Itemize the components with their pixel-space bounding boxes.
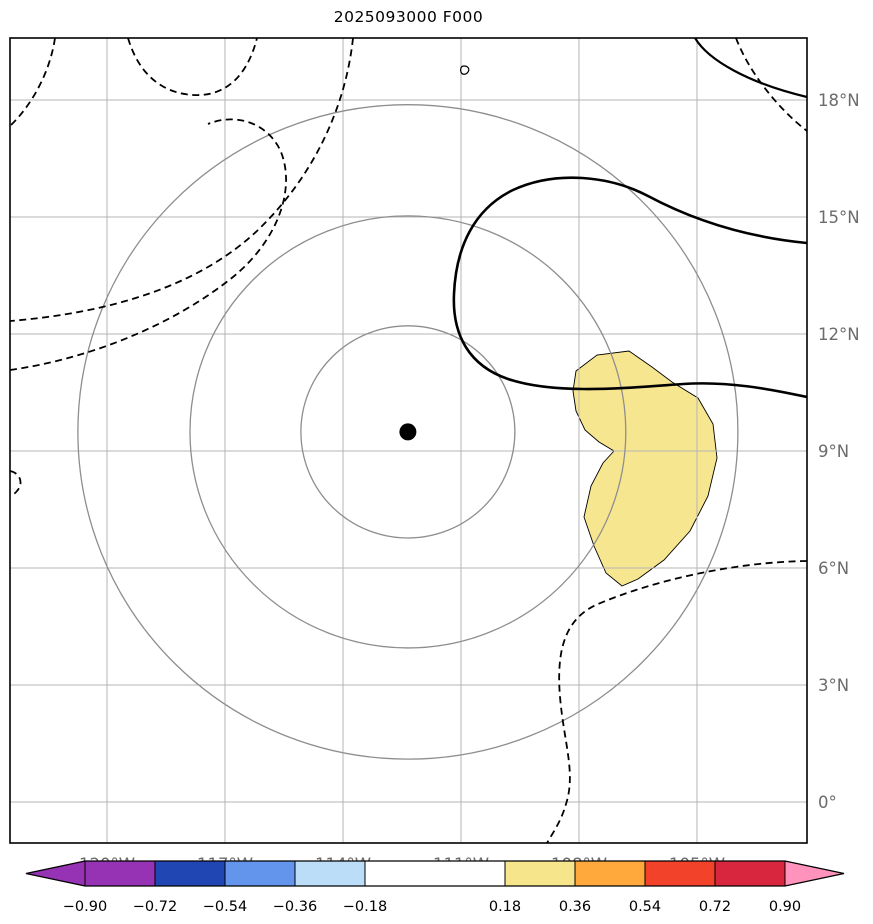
colorbar-left-arrow <box>26 861 85 886</box>
chart-title: 2025093000 F000 <box>333 8 484 26</box>
colorbar-tick-label: −0.36 <box>273 899 317 915</box>
colorbar-tick-label: 0.54 <box>629 899 661 915</box>
colorbar-outline <box>25 860 845 887</box>
dashed-contour-line <box>127 38 258 96</box>
shaded-contour-region <box>572 350 718 587</box>
colorbar-tick-label: 0.18 <box>489 899 521 915</box>
range-ring <box>77 104 739 760</box>
colorbar-segment <box>645 861 715 886</box>
colorbar-tick-label: 0.72 <box>699 899 731 915</box>
latitude-tick-label: 0° <box>818 793 837 812</box>
solid-contour-line <box>460 65 470 75</box>
storm-center-marker <box>399 423 417 441</box>
colorbar-tick-label: −0.18 <box>343 899 387 915</box>
colorbar-tick-label: −0.90 <box>63 899 107 915</box>
dashed-contour-line <box>735 38 807 132</box>
latitude-tick-label: 15°N <box>818 208 860 227</box>
latitude-tick-label: 6°N <box>818 559 849 578</box>
latitude-tick-label: 12°N <box>818 325 860 344</box>
dashed-contour-line <box>10 470 22 496</box>
colorbar-right-arrow <box>785 861 844 886</box>
colorbar-segment <box>295 861 365 886</box>
latitude-tick-label: 9°N <box>818 442 849 461</box>
range-ring <box>300 325 516 539</box>
dashed-contour-line <box>10 118 287 371</box>
colorbar-tick-label: 0.36 <box>559 899 591 915</box>
colorbar-segment <box>85 861 155 886</box>
colorbar-tick-label: −0.54 <box>203 899 247 915</box>
colorbar-segment <box>225 861 295 886</box>
map-layers <box>10 38 807 843</box>
colorbar-segment <box>505 861 575 886</box>
colorbar-segment <box>365 861 505 886</box>
colorbar-tick-label: 0.90 <box>769 899 801 915</box>
latitude-tick-label: 18°N <box>818 91 860 110</box>
plot-frame <box>9 37 808 844</box>
range-ring <box>189 215 627 649</box>
solid-contour-line <box>452 176 807 399</box>
colorbar-segment <box>575 861 645 886</box>
dashed-contour-line <box>10 38 354 322</box>
solid-contour-line <box>694 38 807 99</box>
colorbar-tick-label: −0.72 <box>133 899 177 915</box>
colorbar-segment <box>155 861 225 886</box>
dashed-contour-line <box>546 560 807 843</box>
colorbar: −0.90 −0.72 −0.54 −0.36 −0.18 0.18 0.36 0.54 0.7… <box>25 860 845 915</box>
colorbar-segment <box>715 861 785 886</box>
dashed-contour-line <box>10 38 56 127</box>
latitude-tick-label: 3°N <box>818 676 849 695</box>
